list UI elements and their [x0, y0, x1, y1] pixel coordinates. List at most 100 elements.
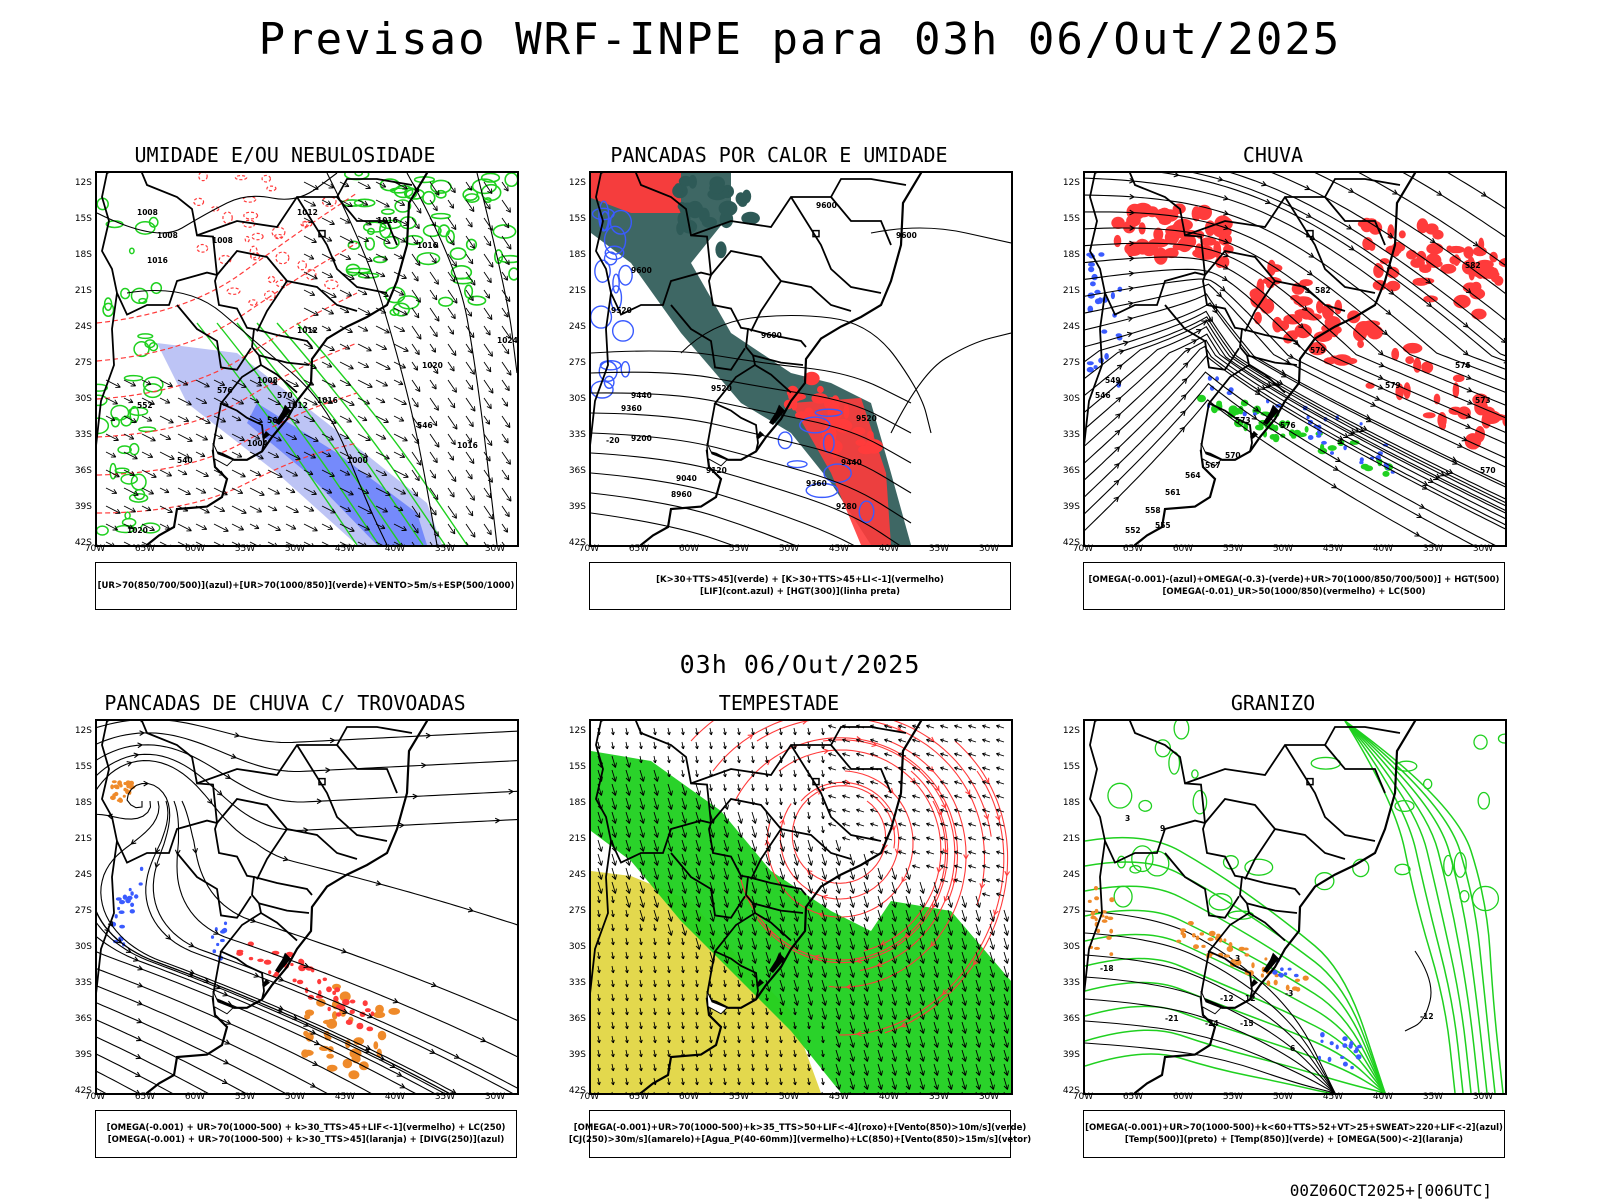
map-frame[interactable]: [95, 719, 519, 1095]
wind-vector-head: [431, 258, 437, 264]
wind-vector: [159, 541, 167, 545]
streamline-arrow: [136, 1089, 140, 1093]
map-frame[interactable]: 582 582 579 576 573 570 567 564 561 558 555 552 549 5…: [1083, 171, 1507, 547]
streamline-arrow: [1465, 413, 1472, 419]
wind-vector-head: [130, 507, 136, 513]
wind-vector: [947, 937, 952, 950]
wind-vector: [1003, 909, 1008, 922]
lon-tick-label: 30W: [1472, 1092, 1494, 1102]
wind-vector-head: [597, 1011, 601, 1016]
wind-vector-head: [821, 731, 825, 736]
omega-orange: [1191, 933, 1196, 938]
wind-vector-head: [414, 349, 420, 356]
wind-vector-head: [401, 525, 407, 531]
wind-vector: [447, 307, 456, 319]
wind-vector-head: [486, 492, 492, 499]
thunderstorm-red: [317, 978, 322, 985]
streamline-arrow: [389, 1062, 396, 1069]
streamline-arrow: [425, 732, 431, 739]
wind-vector-head: [821, 1025, 825, 1030]
wind-vector-head: [695, 745, 699, 750]
wind-vector: [303, 199, 316, 207]
panel-granizo: GRANIZO 12S 15S 18S 21S 24S 27S 30S 33S 36S 39S 42S…: [1038, 691, 1508, 1171]
wind-vector-head: [695, 731, 699, 736]
political-border: [1248, 912, 1286, 942]
lat-tick-label: 21S: [1062, 834, 1080, 844]
wind-vector: [779, 1007, 782, 1015]
wind-vector-head: [905, 1084, 911, 1090]
lif-contour: [786, 460, 808, 469]
streamline: [1085, 211, 1505, 393]
lagoa-dos-patos: [769, 952, 785, 973]
red-streamline-arrow: [941, 802, 947, 809]
wind-vector: [821, 1077, 824, 1085]
wind-vector-head: [947, 1042, 953, 1048]
wind-vector-head: [807, 888, 813, 894]
wind-vector-head: [870, 850, 874, 855]
temp850-line: [1344, 721, 1488, 1093]
wind-vector: [357, 343, 372, 352]
wind-vector-head: [382, 507, 388, 513]
wind-vector-head: [779, 972, 785, 978]
wind-vector-head: [450, 528, 456, 535]
wind-vector-head: [723, 1025, 727, 1030]
map-frame[interactable]: 3 9 -18 -21 -24 -12 -15 6 12 -12 3 -3: [1083, 719, 1507, 1095]
wind-vector-head: [765, 958, 771, 964]
wind-vector: [597, 951, 600, 959]
wind-vector: [501, 343, 510, 355]
strong-uplift-green: [1260, 411, 1271, 416]
wind-vector-head: [503, 275, 509, 281]
wind-vector: [653, 1049, 656, 1057]
wind-vector-head: [884, 808, 888, 813]
uplift-blue: [1088, 262, 1095, 267]
map-frame[interactable]: 1008 1008 1008 1012 1016 1016 1016 1012 1008 1020…: [95, 171, 519, 547]
streamline-arrow: [136, 1000, 143, 1006]
strong-uplift-green: [1297, 432, 1307, 438]
wind-vector-head: [431, 384, 437, 390]
thunder-orange: [376, 1048, 382, 1058]
wind-vector: [807, 1007, 812, 1020]
political-border: [830, 196, 892, 246]
streamline-arrow: [480, 1036, 486, 1043]
wind-vector-head: [884, 794, 888, 799]
wind-vector-head: [821, 759, 825, 764]
lon-tick-label: 70W: [1072, 1092, 1094, 1102]
wind-vector: [968, 739, 977, 743]
wind-vector: [285, 487, 296, 493]
isobar: [326, 173, 438, 545]
heat-instability-area-red: [591, 173, 681, 213]
wind-vector-head: [432, 205, 438, 212]
map-frame[interactable]: 9600 9600 9600 9520 9600 9440 9360 9520 9200 9520…: [589, 171, 1013, 547]
wind-vector-head: [274, 489, 280, 495]
wind-vector-head: [821, 1067, 825, 1072]
wind-vector-head: [330, 382, 336, 388]
wind-vector-head: [625, 1039, 629, 1044]
legend-line: [OMEGA(-0.001) + UR>70(1000-500) + k>30_…: [106, 1123, 506, 1133]
wind-vector: [447, 289, 458, 304]
omega-orange: [1193, 944, 1199, 950]
map-frame[interactable]: [589, 719, 1013, 1095]
wind-vector: [339, 217, 351, 224]
wind-vector-head: [863, 1014, 869, 1020]
wind-vector: [375, 397, 386, 403]
wind-vector-head: [961, 1056, 967, 1062]
wind-vector: [667, 1021, 670, 1029]
lif-contour: [609, 209, 633, 235]
strong-uplift-green: [1349, 440, 1360, 445]
streamline-arrow: [1118, 349, 1124, 355]
wind-vector: [105, 415, 116, 421]
wind-vector-head: [488, 388, 494, 394]
wind-vector-head: [807, 958, 813, 964]
wind-vector-head: [505, 296, 511, 303]
wind-vector-head: [611, 997, 615, 1002]
wind-vector-head: [597, 913, 601, 918]
wind-vector-head: [413, 491, 419, 497]
political-border: [1089, 173, 1206, 316]
wind-vector-head: [779, 1039, 783, 1044]
wind-vector-head: [849, 1056, 855, 1062]
wind-vector-head: [347, 201, 353, 207]
wind-vector: [912, 725, 921, 729]
lat-tick-label: 24S: [74, 870, 92, 880]
wind-vector-head: [695, 832, 701, 838]
wind-vector: [213, 523, 229, 532]
